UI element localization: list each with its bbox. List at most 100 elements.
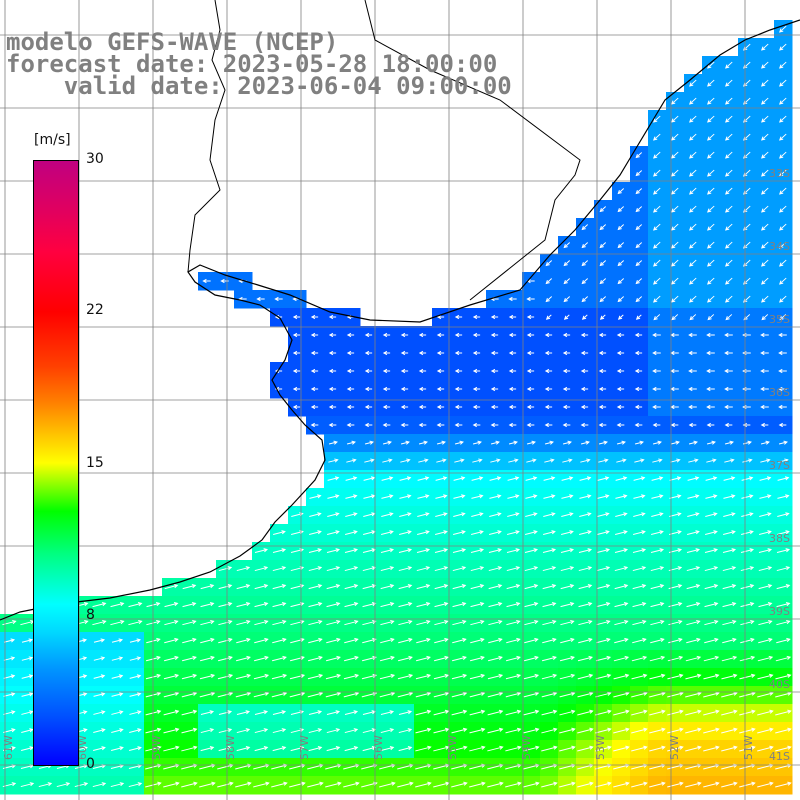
- wind-arrow: [254, 638, 268, 644]
- wind-arrow-head: [454, 332, 460, 338]
- wind-arrow-head: [635, 190, 640, 195]
- wind-arrow: [725, 169, 733, 177]
- wind-arrow: [469, 656, 485, 662]
- wind-arrow: [577, 656, 593, 662]
- wind-arrow: [379, 674, 395, 680]
- wind-arrow: [525, 513, 537, 517]
- wind-arrow: [614, 620, 628, 626]
- wind-arrow-head: [767, 494, 772, 499]
- wind-arrow-head: [696, 655, 702, 660]
- wind-arrow: [649, 746, 665, 752]
- wind-arrow-head: [480, 637, 485, 643]
- wind-arrow-head: [480, 691, 486, 696]
- wind-arrow-head: [526, 422, 531, 428]
- wind-arrow-head: [751, 709, 756, 714]
- wind-arrow: [488, 602, 502, 608]
- wind-arrow-head: [749, 494, 754, 499]
- wind-arrow: [667, 728, 683, 734]
- wind-arrow-head: [515, 512, 520, 517]
- wind-arrow-head: [479, 530, 484, 535]
- wind-arrow-head: [697, 781, 702, 786]
- wind-arrow: [200, 602, 214, 608]
- wind-arrow-head: [605, 566, 611, 571]
- wind-arrow-head: [653, 172, 658, 177]
- wind-arrow-head: [515, 566, 521, 571]
- wind-arrow-head: [264, 655, 269, 660]
- wind-arrow-head: [534, 655, 539, 660]
- wind-arrow-head: [706, 368, 711, 374]
- wind-arrow: [653, 259, 661, 267]
- wind-arrow-head: [281, 728, 287, 733]
- wind-arrow: [181, 782, 197, 788]
- wind-arrow: [615, 477, 627, 481]
- wind-arrow-head: [370, 458, 375, 463]
- wind-arrow-head: [779, 100, 784, 105]
- wind-arrow: [21, 711, 33, 715]
- wind-arrow-head: [508, 296, 513, 302]
- wind-arrow: [20, 782, 34, 788]
- wind-arrow-head: [706, 422, 711, 428]
- wind-arrow: [686, 566, 700, 572]
- wind-arrow-head: [427, 745, 432, 750]
- wind-arrow-head: [659, 602, 665, 607]
- wind-arrow: [451, 728, 467, 734]
- wind-arrow: [417, 513, 429, 517]
- wind-arrow: [652, 441, 662, 445]
- wind-arrow: [704, 620, 718, 626]
- wind-arrow: [436, 441, 446, 445]
- wind-arrow: [707, 79, 715, 87]
- wind-arrow: [779, 61, 787, 69]
- wind-arrow: [433, 728, 449, 734]
- wind-arrow: [434, 584, 448, 590]
- wind-arrow: [757, 710, 773, 716]
- wind-arrow: [761, 61, 769, 69]
- wind-arrow: [488, 548, 502, 554]
- wind-arrow: [506, 548, 520, 554]
- wind-arrow-head: [10, 638, 16, 643]
- wind-arrow-head: [499, 745, 504, 750]
- wind-arrow-head: [713, 494, 718, 499]
- wind-arrow-head: [228, 673, 234, 678]
- wind-arrow-head: [605, 548, 611, 553]
- wind-arrow-head: [677, 530, 682, 535]
- wind-arrow-head: [598, 422, 603, 428]
- wind-arrow: [761, 277, 769, 285]
- wind-arrow: [544, 441, 554, 445]
- wind-arrow-head: [353, 548, 359, 553]
- lat-label: 34S: [769, 240, 790, 253]
- wind-arrow-head: [336, 637, 341, 643]
- wind-arrow: [381, 531, 393, 535]
- wind-arrow: [705, 531, 717, 535]
- wind-arrow-head: [563, 315, 569, 320]
- wind-arrow-head: [29, 710, 34, 715]
- wind-arrow: [634, 459, 644, 463]
- wind-arrow: [545, 260, 553, 266]
- wind-arrow-head: [652, 332, 657, 338]
- wind-arrow: [687, 477, 699, 481]
- wind-arrow: [93, 711, 105, 715]
- wind-arrow-head: [389, 548, 395, 553]
- wind-arrow-head: [263, 710, 269, 715]
- wind-arrow: [688, 459, 698, 463]
- lat-label: 35S: [769, 313, 790, 326]
- wind-arrow-head: [606, 637, 611, 643]
- wind-arrow-head: [481, 781, 486, 786]
- wind-arrow: [272, 602, 286, 608]
- wind-arrow-head: [660, 673, 666, 678]
- wind-arrow-head: [642, 637, 647, 643]
- wind-arrow-head: [83, 710, 88, 715]
- wind-arrow-head: [28, 656, 34, 661]
- wind-arrow-head: [688, 386, 693, 392]
- wind-arrow: [776, 548, 790, 554]
- wind-arrow-head: [193, 745, 198, 750]
- wind-arrow: [487, 656, 503, 662]
- wind-arrow: [326, 638, 340, 644]
- wind-arrow: [631, 782, 647, 788]
- wind-arrow-head: [490, 368, 496, 374]
- wind-arrow: [111, 693, 123, 697]
- wind-arrow: [309, 495, 321, 499]
- wind-arrow-head: [352, 476, 358, 481]
- wind-arrow-head: [496, 476, 502, 481]
- wind-arrow-head: [336, 673, 342, 678]
- wind-arrow-head: [706, 386, 711, 392]
